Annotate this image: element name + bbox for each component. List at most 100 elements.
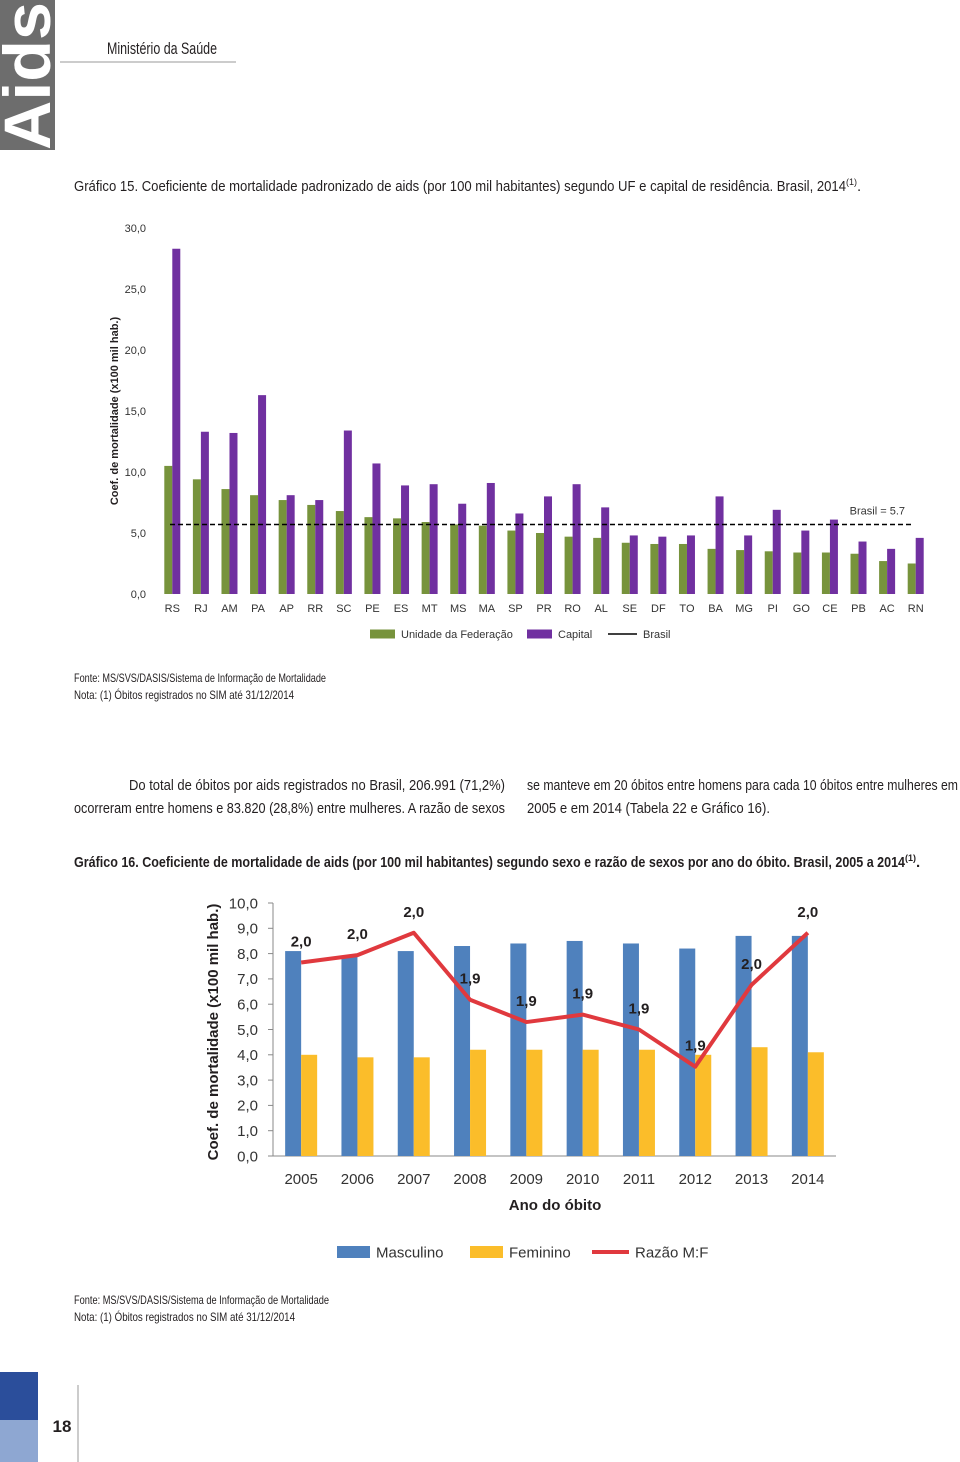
bar: [486, 482, 495, 594]
x-tick-label: TO: [679, 603, 695, 615]
bar: [544, 496, 552, 594]
bar: [172, 248, 181, 595]
decor-block: [0, 1372, 38, 1420]
bar: [510, 943, 527, 1156]
x-tick-label: 2008: [453, 1171, 486, 1188]
bar: [622, 943, 639, 1156]
ministry: Ministério da Saúde: [107, 39, 217, 58]
legend-label: Feminino: [509, 1244, 571, 1261]
data-label: 2,0: [797, 904, 818, 921]
y-tick-label: 20,0: [125, 345, 146, 357]
bar: [658, 536, 667, 594]
legend-label: Razão M:F: [635, 1244, 708, 1261]
x-tick-label: RR: [307, 603, 323, 615]
x-tick-label: SE: [622, 603, 637, 615]
bar: [793, 552, 802, 594]
bar: [621, 542, 630, 594]
note: Nota: (1) Óbitos registrados no SIM até …: [74, 687, 294, 702]
bar: [307, 504, 316, 594]
y-tick-label: 5,0: [131, 528, 146, 540]
bar: [572, 484, 581, 594]
x-tick-label: MG: [735, 603, 753, 615]
body-line: Do total de óbitos por aids registrados …: [129, 777, 505, 794]
caption-end: .: [857, 178, 861, 195]
y-axis-label: Coef. de mortalidade (x100 mil hab.): [109, 317, 121, 506]
caption: Gráfico 15. Coeficiente de mortalidade p…: [74, 177, 861, 195]
bar: [772, 509, 781, 594]
caption: Gráfico 16. Coeficiente de mortalidade d…: [74, 853, 920, 871]
body-line: ocorreram entre homens e 83.820 (28,8%) …: [74, 800, 505, 817]
bar: [393, 518, 402, 594]
y-tick-label: 1,0: [237, 1123, 258, 1140]
y-tick-label: 5,0: [237, 1022, 258, 1039]
data-label: 2,0: [347, 926, 368, 943]
y-tick-label: 0,0: [237, 1148, 258, 1165]
x-tick-label: 2006: [341, 1171, 374, 1188]
bar: [507, 530, 516, 594]
note: Nota: (1) Óbitos registrados no SIM até …: [74, 1309, 295, 1324]
bar: [450, 524, 459, 594]
x-tick-label: 2005: [284, 1171, 317, 1188]
x-axis-label: Ano do óbito: [509, 1197, 601, 1214]
y-tick-label: 30,0: [125, 223, 146, 235]
y-tick-label: 15,0: [125, 406, 146, 418]
legend-label: Brasil: [643, 629, 671, 641]
bar: [526, 1049, 543, 1156]
y-tick-label: 10,0: [229, 895, 258, 912]
bar: [707, 548, 716, 594]
bar: [454, 946, 471, 1156]
data-label: 1,9: [572, 986, 593, 1003]
bar: [515, 513, 524, 594]
bar: [335, 511, 344, 594]
bar: [593, 537, 602, 594]
bar: [801, 530, 810, 594]
legend-label: Unidade da Federação: [401, 629, 513, 641]
reference-label: Brasil = 5.7: [850, 505, 905, 517]
legend-label: Masculino: [376, 1244, 444, 1261]
source: Fonte: MS/SVS/DASIS/Sistema de Informaçã…: [74, 1293, 329, 1307]
bar: [301, 1054, 318, 1156]
decor-block: [0, 1420, 38, 1462]
bar: [850, 553, 859, 594]
bar: [470, 1049, 487, 1156]
bar: [915, 537, 924, 594]
data-label: 1,9: [685, 1038, 706, 1055]
bar: [629, 535, 638, 594]
body-line: 2005 e em 2014 (Tabela 22 e Gráfico 16).: [527, 800, 770, 817]
y-tick-label: 8,0: [237, 946, 258, 963]
bar: [751, 1047, 768, 1156]
y-tick-label: 25,0: [125, 284, 146, 296]
bar: [695, 1054, 712, 1156]
bar: [250, 495, 259, 594]
bar: [401, 485, 410, 594]
bar: [887, 548, 896, 594]
x-tick-label: PR: [536, 603, 551, 615]
bar: [744, 535, 753, 594]
y-tick-label: 0,0: [131, 589, 146, 601]
bar: [478, 525, 487, 594]
x-tick-label: RN: [908, 603, 924, 615]
x-tick-label: ES: [394, 603, 409, 615]
bar: [736, 550, 745, 594]
bar: [601, 507, 610, 594]
bar: [582, 1049, 599, 1156]
x-tick-label: MS: [450, 603, 467, 615]
data-label: 2,0: [741, 956, 762, 973]
x-tick-label: SP: [508, 603, 523, 615]
bar: [764, 551, 773, 594]
bar: [372, 463, 381, 594]
bar: [229, 432, 238, 594]
brand: Aids: [0, 2, 64, 150]
bar: [315, 500, 324, 594]
caption-sup: (1): [905, 853, 916, 863]
x-tick-label: DF: [651, 603, 666, 615]
legend-swatch: [527, 629, 552, 639]
data-label: 1,9: [516, 993, 537, 1010]
caption-text: Gráfico 15. Coeficiente de mortalidade p…: [74, 178, 846, 195]
bar: [650, 543, 659, 594]
bar: [397, 951, 414, 1156]
x-tick-label: AL: [594, 603, 607, 615]
x-tick-label: PI: [768, 603, 778, 615]
x-tick-label: 2012: [679, 1171, 712, 1188]
